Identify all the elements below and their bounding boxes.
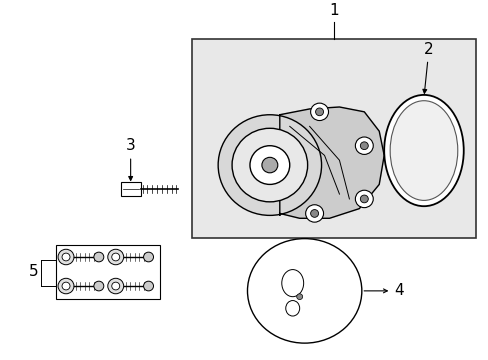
Circle shape — [360, 142, 367, 150]
Circle shape — [262, 157, 277, 173]
Circle shape — [143, 281, 153, 291]
Bar — [56, 246, 160, 298]
Circle shape — [296, 294, 302, 300]
Circle shape — [249, 146, 289, 184]
Circle shape — [107, 249, 123, 265]
Ellipse shape — [247, 239, 361, 343]
Circle shape — [112, 282, 120, 290]
Circle shape — [310, 210, 318, 217]
Circle shape — [112, 253, 120, 261]
Ellipse shape — [384, 95, 463, 206]
Text: 2: 2 — [422, 42, 433, 93]
Circle shape — [218, 115, 321, 215]
Text: 1: 1 — [329, 3, 339, 18]
Bar — [192, 39, 475, 238]
Circle shape — [107, 278, 123, 294]
Circle shape — [305, 205, 323, 222]
Polygon shape — [279, 107, 384, 218]
Circle shape — [315, 108, 323, 116]
Circle shape — [355, 137, 372, 154]
Circle shape — [58, 278, 74, 294]
Circle shape — [94, 252, 103, 262]
Text: 3: 3 — [125, 139, 135, 180]
Circle shape — [58, 249, 74, 265]
Ellipse shape — [285, 301, 299, 316]
Ellipse shape — [389, 101, 457, 201]
Ellipse shape — [281, 270, 303, 297]
Circle shape — [143, 252, 153, 262]
Circle shape — [360, 195, 367, 203]
Text: 5: 5 — [28, 264, 38, 279]
Text: 4: 4 — [364, 283, 403, 298]
Circle shape — [62, 282, 70, 290]
Ellipse shape — [247, 239, 361, 343]
Circle shape — [310, 103, 328, 121]
Circle shape — [62, 253, 70, 261]
Circle shape — [94, 281, 103, 291]
Circle shape — [355, 190, 372, 208]
Bar — [121, 183, 141, 196]
Circle shape — [232, 128, 307, 202]
